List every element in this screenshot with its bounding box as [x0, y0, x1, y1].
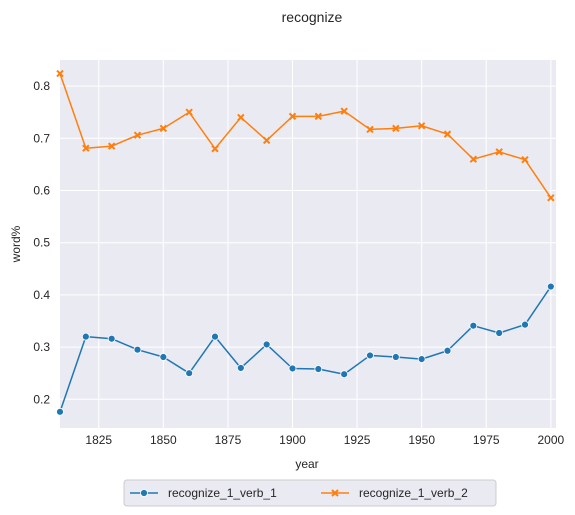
data-point	[211, 332, 219, 341]
y-tick-label: 0.5	[33, 236, 50, 250]
data-point	[262, 340, 271, 349]
data-point	[366, 351, 374, 360]
data-point	[391, 353, 400, 361]
data-point	[107, 334, 116, 343]
legend-marker-x	[331, 489, 339, 497]
data-point	[56, 407, 64, 416]
data-point	[107, 142, 116, 150]
y-tick-label: 0.8	[33, 79, 50, 93]
y-tick-label: 0.7	[33, 131, 50, 145]
legend-label-2: recognize_1_verb_2	[359, 486, 468, 500]
data-point	[469, 155, 478, 163]
data-point	[495, 148, 503, 156]
data-point	[392, 124, 400, 133]
legend-entry-1: recognize_1_verb_1	[130, 486, 277, 500]
data-point	[314, 365, 323, 373]
data-point	[185, 369, 194, 378]
data-point	[340, 107, 348, 115]
plot-area	[60, 60, 556, 428]
legend-entry-2: recognize_1_verb_2	[321, 486, 468, 500]
x-tick-label: 1950	[408, 433, 435, 447]
data-point	[288, 364, 297, 373]
data-point	[495, 329, 504, 337]
y-tick-label: 0.6	[33, 183, 50, 197]
data-point	[56, 69, 64, 78]
legend: recognize_1_verb_1 recognize_1_verb_2	[123, 479, 497, 507]
y-tick-label: 0.2	[33, 392, 50, 406]
data-point	[211, 145, 219, 153]
y-tick-label: 0.4	[33, 288, 50, 302]
x-tick-label: 1875	[215, 433, 242, 447]
data-point	[185, 108, 193, 116]
data-point	[546, 282, 555, 291]
grid	[60, 60, 556, 428]
x-axis-label: year	[295, 457, 318, 471]
data-point	[81, 332, 90, 341]
y-axis-label: word%	[9, 225, 23, 263]
legend-label-1: recognize_1_verb_1	[168, 486, 277, 500]
x-tick-label: 1900	[279, 433, 306, 447]
x-tick-label: 1850	[150, 433, 177, 447]
data-point	[366, 125, 374, 134]
data-point	[547, 194, 555, 202]
data-point	[133, 131, 142, 139]
series-1	[56, 282, 555, 416]
data-point	[314, 112, 323, 121]
data-point	[262, 136, 271, 145]
y-tick-label: 0.3	[33, 340, 50, 354]
tick-labels: 1825 1850 1875 1900 1925 1950 1975 2000 0.2 0.3 0.…	[33, 79, 564, 447]
x-tick-label: 1825	[85, 433, 112, 447]
data-point	[237, 113, 245, 122]
data-point	[521, 320, 529, 329]
data-point	[159, 124, 168, 133]
x-tick-label: 1975	[473, 433, 500, 447]
data-point	[469, 321, 478, 330]
data-point	[288, 112, 297, 121]
legend-box	[123, 479, 497, 507]
data-point	[82, 144, 90, 152]
data-point	[417, 355, 426, 363]
x-tick-label: 2000	[537, 433, 564, 447]
data-point	[236, 364, 245, 372]
x-tick-label: 1925	[344, 433, 371, 447]
series-layer	[56, 69, 555, 416]
series-line	[59, 73, 552, 199]
data-point	[417, 122, 426, 130]
data-point	[521, 155, 529, 164]
data-point	[133, 345, 142, 354]
data-point	[159, 353, 168, 361]
series-2	[56, 69, 555, 202]
data-point	[443, 346, 452, 355]
legend-marker-circle	[140, 489, 148, 497]
data-point	[340, 370, 349, 379]
chart-title: recognize	[282, 9, 343, 25]
data-point	[443, 130, 452, 138]
series-line	[59, 286, 552, 413]
